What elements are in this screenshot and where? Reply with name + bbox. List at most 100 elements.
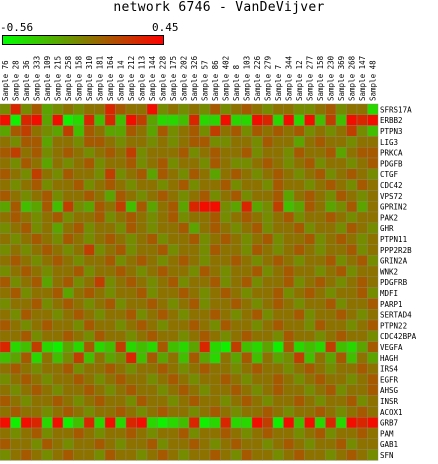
heatmap-cell [83, 384, 95, 396]
heatmap-cell [325, 373, 337, 386]
heatmap-cell [0, 200, 11, 213]
heatmap-cell [94, 222, 106, 234]
heatmap-cell [199, 438, 211, 450]
heatmap-cell [10, 211, 22, 224]
heatmap-cell [241, 287, 253, 299]
heatmap-cell [346, 298, 358, 310]
column-label: Sample 113 [137, 56, 146, 101]
heatmap-cell [209, 427, 221, 440]
heatmap-cell [230, 406, 242, 418]
heatmap-cell [199, 373, 211, 386]
color-scale-min-label: -0.56 [0, 21, 34, 34]
heatmap-cell [209, 211, 221, 224]
heatmap-cell [52, 395, 64, 407]
heatmap-cell [83, 190, 95, 202]
heatmap-cell [314, 168, 326, 180]
heatmap-cell [10, 103, 22, 116]
heatmap-cell [220, 168, 232, 180]
heatmap-cell [335, 417, 347, 429]
column-label: Sample 28 [11, 60, 20, 101]
heatmap-cell [104, 211, 116, 224]
heatmap-cell [293, 341, 305, 353]
heatmap-cell [52, 438, 64, 450]
heatmap-cell [20, 395, 32, 407]
heatmap-cell [104, 114, 116, 126]
heatmap-cell [293, 136, 305, 148]
heatmap-cell [367, 384, 379, 396]
column-label: Sample 164 [106, 55, 115, 101]
heatmap-cell [62, 190, 74, 202]
heatmap-cell [136, 449, 148, 461]
heatmap-cell [83, 427, 95, 440]
heatmap-cell [262, 103, 274, 116]
heatmap-cell [199, 222, 211, 234]
heatmap-cell [115, 363, 127, 375]
heatmap-cell [125, 265, 137, 278]
row-label: PTPN3 [380, 127, 403, 136]
heatmap-cell [157, 244, 169, 256]
heatmap-cell [346, 330, 358, 342]
heatmap-cell [356, 200, 368, 213]
heatmap-cell [115, 265, 127, 278]
heatmap-cell [367, 309, 379, 321]
heatmap-cell [325, 136, 337, 148]
heatmap-cell [262, 341, 274, 353]
heatmap-cell [62, 373, 74, 386]
heatmap-cell [335, 179, 347, 191]
heatmap-cell [209, 103, 221, 116]
heatmap-cell [367, 168, 379, 180]
heatmap-cell [157, 114, 169, 126]
heatmap-cell [356, 330, 368, 342]
heatmap-cell [367, 179, 379, 191]
heatmap-cell [62, 438, 74, 450]
heatmap-cell [94, 330, 106, 342]
heatmap-cell [0, 103, 11, 116]
heatmap-cell [136, 298, 148, 310]
heatmap-cell [220, 200, 232, 213]
heatmap-cell [304, 168, 316, 180]
heatmap-cell [52, 146, 64, 159]
heatmap-cell [41, 233, 53, 245]
heatmap-cell [125, 330, 137, 342]
heatmap-cell [262, 406, 274, 418]
heatmap-cell [157, 136, 169, 148]
heatmap-cell [356, 233, 368, 245]
heatmap-cell [73, 276, 85, 288]
heatmap-cell [325, 427, 337, 440]
heatmap-cell [367, 190, 379, 202]
heatmap-cell [230, 157, 242, 170]
heatmap-cell [136, 395, 148, 407]
heatmap-cell [178, 125, 190, 137]
heatmap-cell [167, 319, 179, 332]
heatmap-cell [367, 233, 379, 245]
heatmap-cell [346, 449, 358, 461]
heatmap-cell [94, 276, 106, 288]
heatmap-cell [0, 276, 11, 288]
heatmap-cell [356, 179, 368, 191]
heatmap-cell [0, 438, 11, 450]
heatmap-cell [251, 211, 263, 224]
heatmap-cell [209, 179, 221, 191]
heatmap-cell [262, 114, 274, 126]
heatmap-cell [52, 363, 64, 375]
heatmap-cell [125, 287, 137, 299]
heatmap-cell [157, 352, 169, 364]
heatmap-cell [199, 200, 211, 213]
heatmap-cell [230, 298, 242, 310]
heatmap-cell [188, 352, 200, 364]
heatmap-cell [52, 179, 64, 191]
heatmap-cell [157, 254, 169, 267]
heatmap-cell [325, 417, 337, 429]
heatmap-cell [62, 146, 74, 159]
heatmap-cell [304, 406, 316, 418]
heatmap-cell [272, 427, 284, 440]
heatmap-cell [325, 341, 337, 353]
heatmap-cell [251, 319, 263, 332]
heatmap-cell [325, 211, 337, 224]
heatmap-cell [73, 319, 85, 332]
heatmap-cell [188, 406, 200, 418]
heatmap-cell [20, 427, 32, 440]
heatmap-cell [94, 341, 106, 353]
heatmap-cell [146, 309, 158, 321]
heatmap-cell [31, 449, 43, 461]
